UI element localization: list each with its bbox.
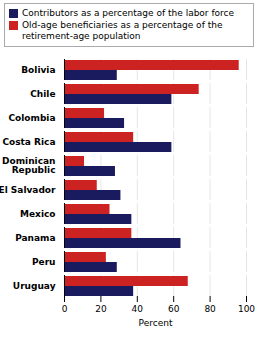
svg-text:60: 60 xyxy=(168,304,180,314)
svg-text:20: 20 xyxy=(95,304,107,314)
svg-text:Mexico: Mexico xyxy=(20,209,55,219)
svg-text:100: 100 xyxy=(238,304,255,314)
svg-text:Uruguay: Uruguay xyxy=(13,281,56,291)
html-text:Contributors as a percentage o: Contributors as a percentage of the labo… xyxy=(22,8,235,18)
svg-text:Costa Rica: Costa Rica xyxy=(2,137,55,147)
svg-text:Peru: Peru xyxy=(32,257,56,267)
svg-text:Colombia: Colombia xyxy=(8,113,55,123)
html-text:Old-age beneficiaries as a per: Old-age beneficiaries as a percentage of… xyxy=(22,20,223,41)
svg-text:0: 0 xyxy=(62,304,68,314)
svg-text:Bolivia: Bolivia xyxy=(21,65,55,75)
svg-text:Percent: Percent xyxy=(139,318,173,328)
svg-text:DominicanRepublic: DominicanRepublic xyxy=(2,156,55,175)
svg-text:40: 40 xyxy=(132,304,144,314)
svg-text:El Salvador: El Salvador xyxy=(0,185,56,195)
svg-text:Chile: Chile xyxy=(30,89,55,99)
svg-text:Panama: Panama xyxy=(15,233,55,243)
svg-text:80: 80 xyxy=(204,304,216,314)
